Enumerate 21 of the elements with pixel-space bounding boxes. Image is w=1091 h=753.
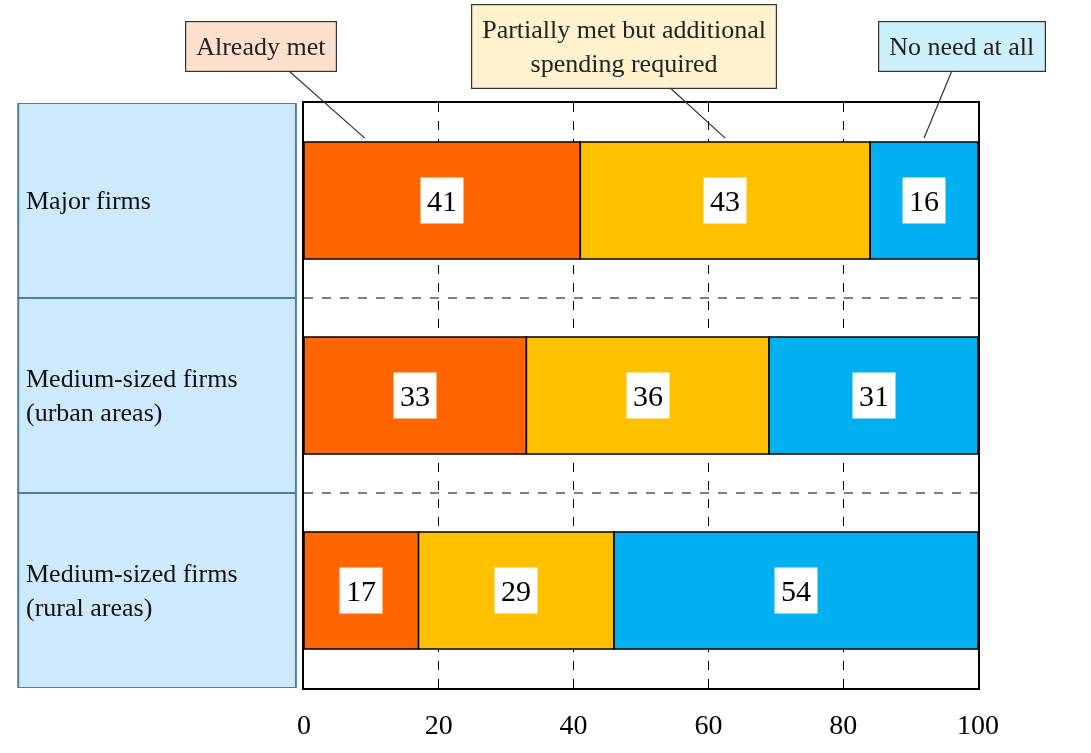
y-tick-label: Medium-sized firms (urban areas) — [26, 364, 238, 427]
y-tick-label: Medium-sized firms (rural areas) — [26, 559, 238, 622]
data-label: 33 — [400, 379, 430, 412]
data-label: 41 — [427, 184, 457, 217]
y-tick-label: Major firms — [26, 186, 151, 215]
x-tick-label: 60 — [694, 708, 723, 740]
text: Partially met but additional spending required — [482, 15, 766, 78]
x-tick-label: 100 — [957, 708, 999, 740]
data-label: 29 — [501, 574, 531, 607]
x-tick-label: 40 — [559, 708, 588, 740]
data-label: 54 — [781, 574, 811, 607]
x-tick-label: 0 — [297, 708, 311, 740]
data-label: 16 — [909, 184, 939, 217]
data-label: 43 — [710, 184, 740, 217]
data-label: 36 — [633, 379, 663, 412]
x-tick-label: 20 — [424, 708, 453, 740]
data-label: 17 — [346, 574, 376, 607]
text: Already met — [196, 32, 327, 62]
x-tick-label: 80 — [829, 708, 858, 740]
data-label: 31 — [859, 379, 889, 412]
text: No need at all — [889, 32, 1035, 62]
